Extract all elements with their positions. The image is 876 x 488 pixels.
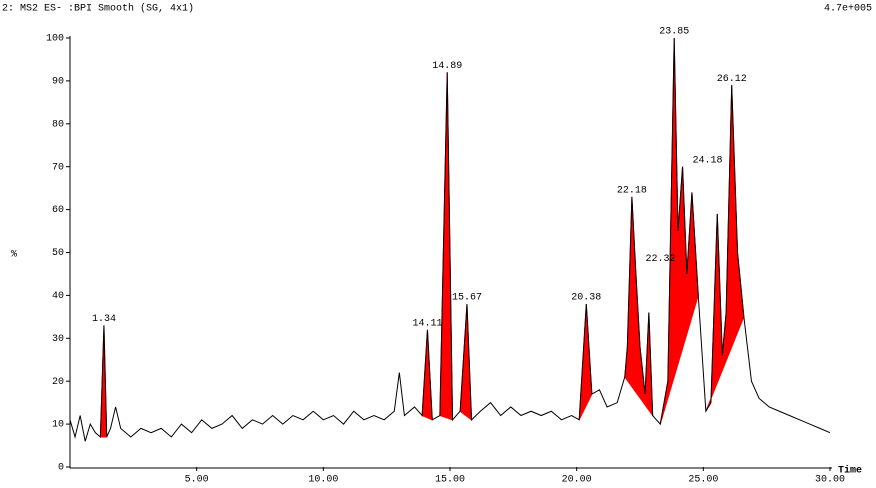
x-tick-label: 10.00 [308,475,338,486]
peak-area [705,85,745,412]
peak-area [659,37,699,425]
x-axis-label: Time [838,465,862,477]
peak-label: 15.67 [452,293,482,304]
chart-title: 2: MS2 ES- :BPI Smooth (SG, 4x1) [2,3,194,15]
y-tick-label: 70 [52,162,64,173]
peak-area [421,329,433,421]
peak-label: 20.38 [571,293,601,304]
x-tick-label: 30.00 [815,475,845,486]
peak-label: 22.18 [617,185,647,196]
peak-label: 26.12 [717,74,747,85]
y-tick-label: 50 [52,248,64,259]
x-tick-label: 15.00 [435,475,465,486]
peak-label: 1.34 [92,314,116,325]
y-tick-label: 90 [52,77,64,88]
y-tick-label: 10 [52,420,64,431]
y-tick-label: 40 [52,291,64,302]
y-tick-label: 100 [46,34,64,45]
y-axis-label: % [11,250,17,261]
y-tick-label: 60 [52,205,64,216]
peak-label: 14.89 [432,61,462,72]
peak-label: 23.85 [659,27,689,38]
y-tick-label: 80 [52,119,64,130]
peak-label: 22.32 [645,254,675,265]
y-tick-label: 30 [52,334,64,345]
intensity: 4.7e+005 [824,4,872,15]
x-tick-label: 25.00 [688,475,718,486]
x-tick-label: 20.00 [562,475,592,486]
trace [69,37,831,442]
y-tick-label: 20 [52,377,64,388]
x-tick-label: 5.00 [185,475,209,486]
peak-label: 14.11 [412,318,442,329]
y-tick-label: 0 [58,463,64,474]
peak-label: 24.18 [693,155,723,166]
